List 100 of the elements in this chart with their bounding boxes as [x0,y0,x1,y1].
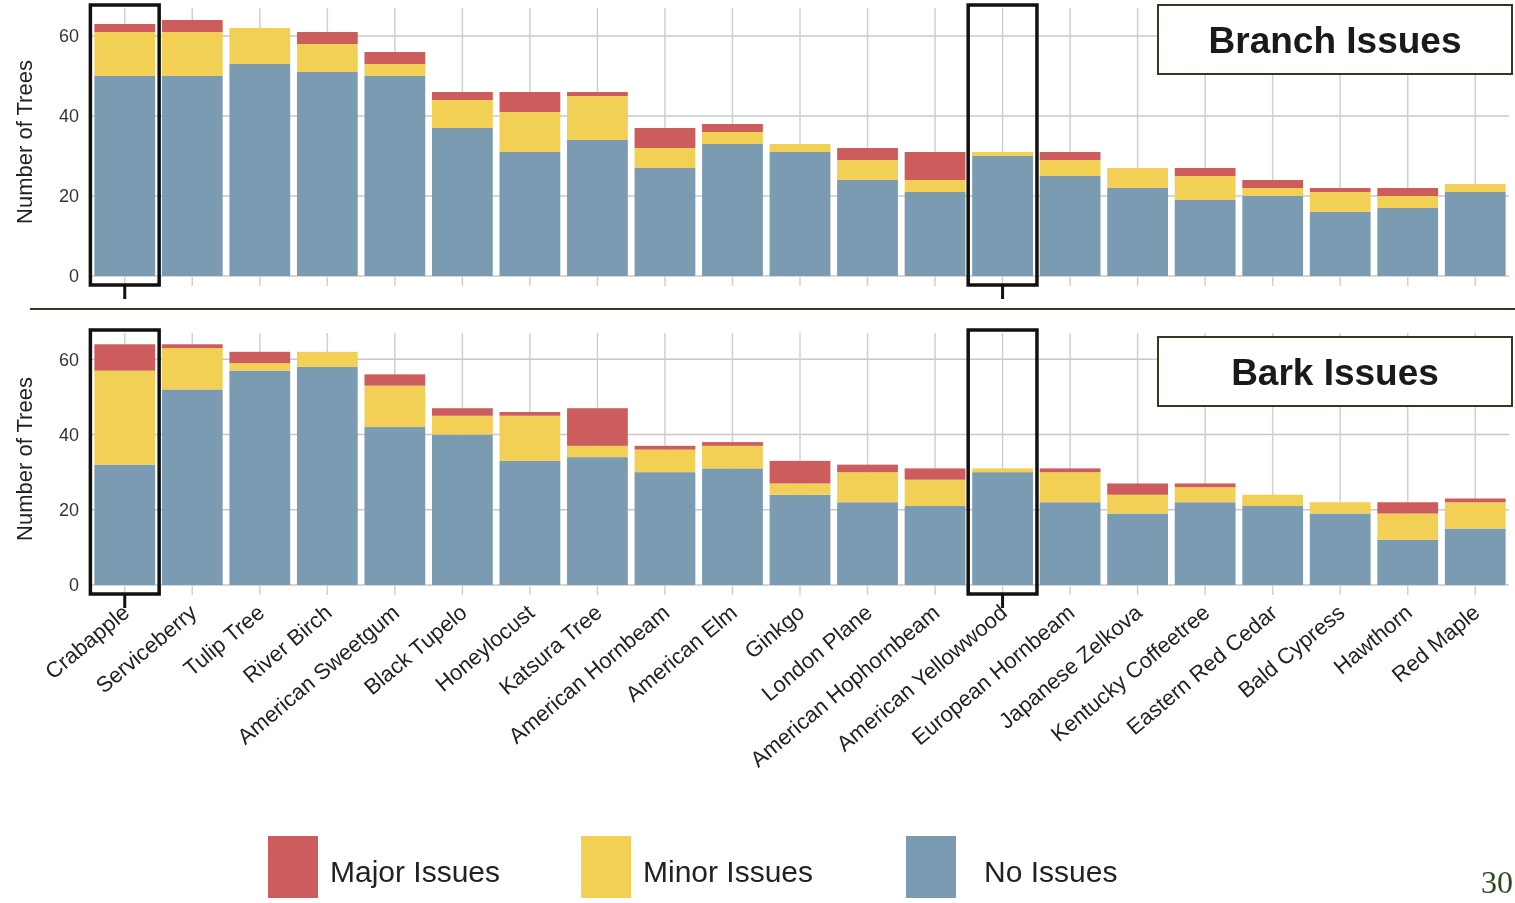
bar [161,389,223,585]
bar [769,152,831,276]
bar [432,128,493,276]
bar [432,92,493,100]
bar [1309,513,1371,585]
bar [1039,152,1101,160]
bar [837,160,898,180]
bar [432,415,493,435]
bar [94,76,156,276]
bar [1107,494,1168,514]
bar [702,144,763,276]
bar [1107,188,1168,276]
bar [364,64,426,76]
bar [904,468,966,480]
text: Bark Issues [1231,351,1439,393]
y-tick-label: 60 [58,26,79,47]
bar [1377,513,1439,540]
bar [296,366,358,585]
bar [1174,487,1236,503]
bar [1174,168,1236,176]
bar [499,92,561,112]
bar [1174,483,1236,488]
bar [94,344,156,371]
bar [702,132,763,144]
bar [161,348,223,390]
y-tick-label: 60 [58,349,79,370]
bar [702,124,763,132]
bar [1039,160,1101,176]
y-tick-label: 20 [58,500,79,521]
bar [634,445,696,450]
bar [904,506,966,585]
bar [229,351,291,364]
bar [1444,184,1506,192]
bar [1039,176,1101,276]
bar [972,156,1033,276]
bar [567,408,628,446]
y-tick-label: 40 [58,424,79,445]
y-tick-label: 20 [58,186,79,207]
bar [499,460,561,585]
bar [1242,494,1304,507]
bar [567,140,628,276]
bar [567,92,628,96]
bar [499,411,561,416]
bar [229,28,291,64]
bar [161,344,223,349]
bar [634,449,696,473]
bar [1377,188,1439,196]
bar [1309,188,1371,192]
bar [702,445,763,469]
y-axis-title: Number of Trees [12,60,37,224]
bar [161,20,223,32]
bar [1309,212,1371,276]
bar [567,96,628,140]
bar [296,32,358,44]
bar [904,479,966,507]
bar [364,385,426,428]
y-tick-label: 0 [68,575,79,596]
bar [1107,168,1168,188]
bar [837,464,898,473]
bar [904,192,966,276]
bar [432,434,493,585]
legend-label: No Issues [984,854,1118,888]
bar [1377,539,1439,585]
bar [702,442,763,446]
bar [499,112,561,152]
bar [432,408,493,416]
bar [94,32,156,76]
bar [161,76,223,276]
bar [567,457,628,585]
bar [1444,192,1506,276]
bar [1444,528,1506,585]
bar [769,494,831,585]
bar [296,44,358,72]
bar [972,152,1033,156]
bar [364,76,426,276]
bar [837,472,898,503]
bar [972,472,1033,585]
y-axis-title: Number of Trees [12,377,37,541]
bar [432,100,493,128]
bar [1242,180,1304,188]
bar [634,472,696,585]
bar [1039,468,1101,473]
y-tick-label: 40 [58,106,79,127]
chart-title: Branch Issues [1208,19,1462,61]
bar [837,148,898,160]
bar [1107,513,1168,585]
bar [296,351,358,367]
legend-label: Major Issues [330,854,501,888]
bar [229,64,291,276]
bar [1242,188,1304,196]
bar [769,144,831,152]
bar [634,148,696,168]
bar [1039,472,1101,503]
bar [904,180,966,192]
bar [1107,483,1168,495]
bar [1309,502,1371,514]
bar [837,180,898,276]
bar [499,152,561,276]
bar [702,468,763,585]
bar [296,72,358,276]
